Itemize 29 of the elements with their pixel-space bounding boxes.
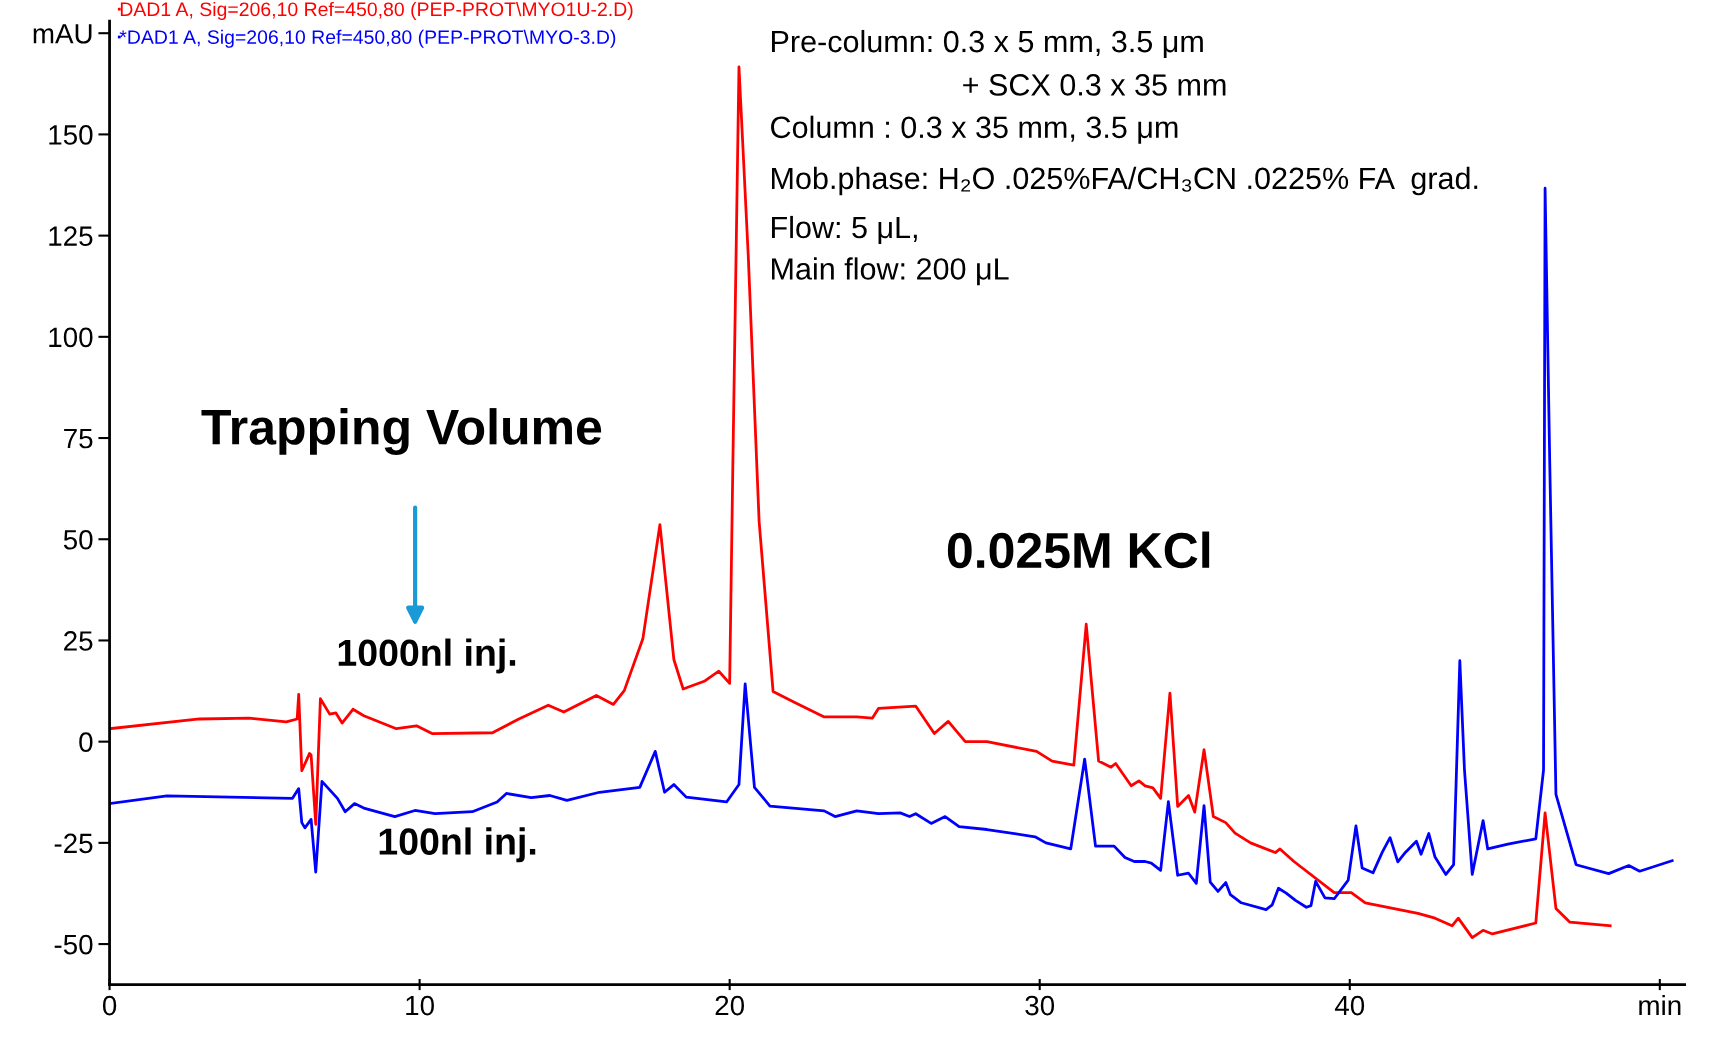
y-tick-label: 75	[64, 428, 93, 449]
x-tick-label: 40	[1334, 995, 1365, 1016]
x-tick-label: min	[1639, 994, 1681, 1016]
x-tick-label: 0	[102, 995, 117, 1016]
annotation: Trapping Volume	[201, 408, 602, 455]
annotation: + SCX 0.3 x 35 mm	[963, 74, 1226, 96]
y-tick-label: 50	[63, 529, 93, 550]
legend-label: *DAD1 A, Sig=206,10 Ref=450,80 (PEP-PROT\MYO-3.D)	[119, 29, 616, 48]
annotation: Flow: 5 μL,	[772, 215, 917, 244]
y-tick-label: 125	[49, 226, 93, 246]
y-tick-label: 0	[79, 732, 93, 752]
y-tick-label: mAU	[33, 24, 92, 44]
x-tick-label: 20	[715, 995, 745, 1016]
annotation: 100nl inj.	[379, 827, 536, 863]
y-tick-label: 100	[49, 327, 93, 348]
x-tick-label: 30	[1025, 995, 1055, 1016]
y-tick-label: 25	[64, 631, 93, 651]
annotation: Column : 0.3 x 35 mm, 3.5 μm	[771, 115, 1178, 144]
legend-label: DAD1 A, Sig=206,10 Ref=450,80 (PEP-PROT\MYO1U-2.D)	[120, 1, 633, 20]
y-tick-label: -50	[54, 934, 93, 955]
annotation: Main flow: 200 μL	[772, 257, 1009, 286]
y-tick-label: -25	[54, 833, 93, 854]
y-tick-label: 150	[49, 125, 93, 145]
annotation: 1000nl inj.	[338, 638, 516, 674]
x-tick-label: 10	[406, 995, 434, 1016]
line-series	[109, 65, 1612, 939]
annotation: 0.025M KCl	[947, 531, 1210, 569]
annotation: Pre-column: 0.3 x 5 mm, 3.5 μm	[772, 29, 1203, 58]
annotation: Mob.phase: H₂O .025%FA/CH₃CN .0225% FA grad.	[772, 166, 1478, 196]
